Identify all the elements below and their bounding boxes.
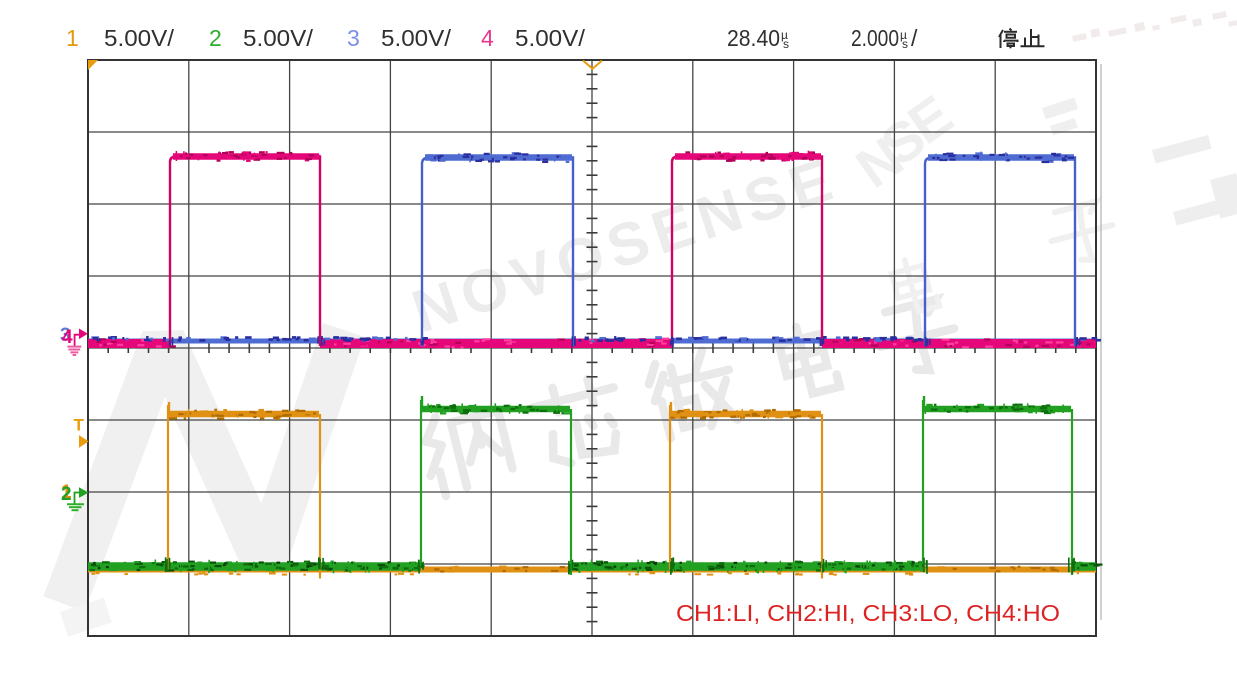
svg-text:s: s xyxy=(902,37,908,51)
svg-text:/: / xyxy=(911,25,918,51)
svg-text:5.00V/: 5.00V/ xyxy=(381,25,452,51)
svg-text:µ: µ xyxy=(781,28,788,42)
svg-text:CH1:LI, CH2:HI, CH3:LO, CH4:HO: CH1:LI, CH2:HI, CH3:LO, CH4:HO xyxy=(676,600,1060,626)
svg-text:µ: µ xyxy=(900,28,907,42)
svg-text:4: 4 xyxy=(481,25,494,51)
svg-text:5.00V/: 5.00V/ xyxy=(243,25,314,51)
svg-text:1: 1 xyxy=(66,25,79,51)
svg-text:2: 2 xyxy=(61,484,72,505)
svg-text:3: 3 xyxy=(347,25,360,51)
svg-text:T: T xyxy=(74,416,85,435)
svg-text:28.40: 28.40 xyxy=(727,25,780,51)
svg-text:5.00V/: 5.00V/ xyxy=(104,25,175,51)
svg-text:3: 3 xyxy=(60,325,71,346)
svg-text:4: 4 xyxy=(62,327,73,348)
svg-text:5.00V/: 5.00V/ xyxy=(515,25,586,51)
svg-text:1: 1 xyxy=(61,482,72,503)
svg-text:2.000: 2.000 xyxy=(851,25,899,51)
svg-text:s: s xyxy=(783,37,789,51)
svg-text:2: 2 xyxy=(209,25,222,51)
